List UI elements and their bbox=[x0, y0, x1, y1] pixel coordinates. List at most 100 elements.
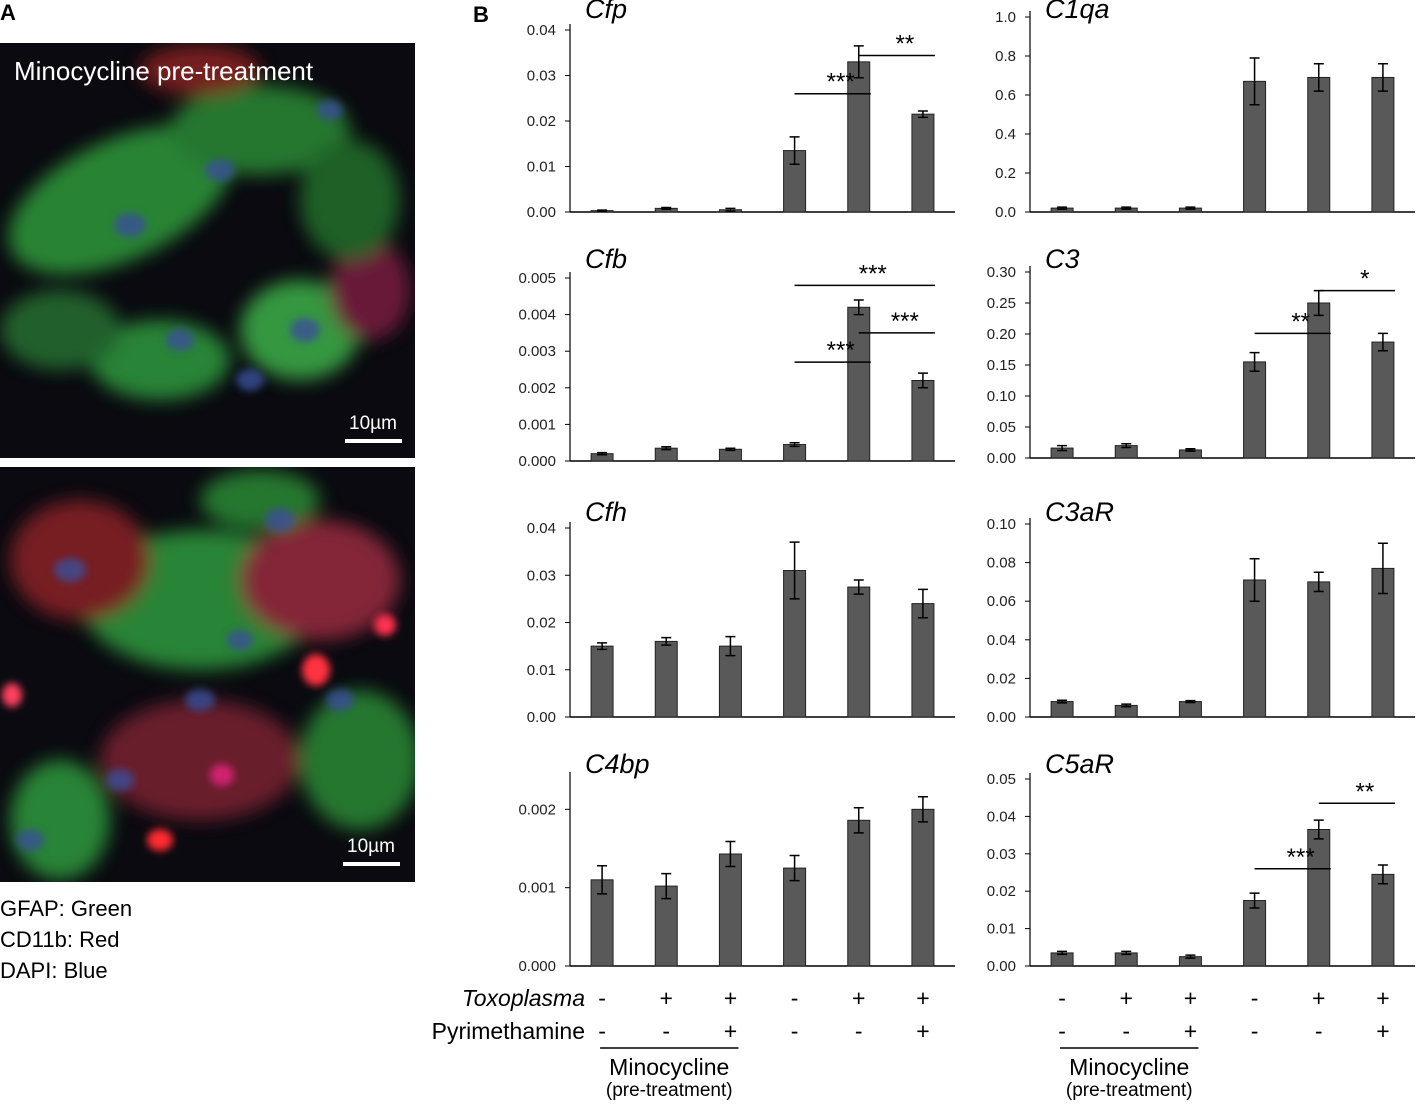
error-bar bbox=[725, 840, 736, 868]
treatment-sign: + bbox=[1376, 1018, 1389, 1044]
treatment-sign: - bbox=[598, 1018, 606, 1044]
bar bbox=[654, 640, 678, 718]
treatment-sign: + bbox=[660, 985, 673, 1011]
y-tick-label: 0.001 bbox=[518, 416, 556, 433]
treatment-sign: - bbox=[598, 985, 606, 1011]
error-bar bbox=[1249, 892, 1260, 909]
bar bbox=[911, 113, 935, 213]
y-tick-label: 0.004 bbox=[518, 307, 556, 324]
error-bar bbox=[853, 579, 864, 595]
bar bbox=[1243, 361, 1267, 459]
treatment-sign: + bbox=[1376, 985, 1389, 1011]
y-tick-label: 0.08 bbox=[987, 555, 1016, 572]
bar bbox=[718, 645, 742, 718]
treatment-sign: - bbox=[855, 1018, 863, 1044]
error-bar bbox=[917, 110, 928, 119]
bar bbox=[718, 853, 742, 967]
stain-legend: DAPI: Blue bbox=[0, 958, 108, 983]
bar bbox=[783, 867, 807, 967]
error-bar bbox=[1185, 206, 1196, 210]
y-tick-label: 0.001 bbox=[518, 880, 556, 897]
y-tick-label: 0.0 bbox=[995, 204, 1016, 221]
error-bar bbox=[1185, 699, 1196, 704]
y-tick-label: 0.6 bbox=[995, 87, 1016, 104]
y-tick-label: 1.0 bbox=[995, 9, 1016, 26]
bar bbox=[1307, 302, 1331, 459]
y-tick-label: 0.003 bbox=[518, 343, 556, 360]
significance-label: *** bbox=[827, 69, 855, 96]
treatment-sign: - bbox=[791, 985, 799, 1011]
group-note: (pre-treatment) bbox=[606, 1080, 733, 1101]
significance-label: *** bbox=[827, 337, 855, 364]
bar bbox=[1371, 76, 1395, 213]
error-bar bbox=[661, 445, 672, 451]
treatment-sign: + bbox=[852, 985, 865, 1011]
error-bar bbox=[1377, 63, 1388, 92]
treatment-sign: + bbox=[916, 985, 929, 1011]
group-label: Minocycline bbox=[609, 1054, 729, 1080]
group-label: Minocycline bbox=[1069, 1054, 1189, 1080]
error-bar bbox=[1121, 950, 1132, 956]
error-bar bbox=[789, 136, 800, 165]
y-tick-label: 0.002 bbox=[518, 801, 556, 818]
y-tick-label: 0.04 bbox=[527, 22, 556, 39]
error-bar bbox=[725, 207, 736, 212]
error-bar bbox=[1121, 703, 1132, 708]
bar bbox=[1371, 341, 1395, 459]
y-tick-label: 0.25 bbox=[987, 295, 1016, 312]
chart-title: Cfb bbox=[585, 244, 627, 274]
y-tick-label: 0.02 bbox=[527, 113, 556, 130]
error-bar bbox=[1057, 444, 1068, 452]
y-tick-label: 0.000 bbox=[518, 958, 556, 975]
panel-label: A bbox=[0, 0, 16, 25]
error-bar bbox=[789, 441, 800, 448]
y-tick-label: 0.00 bbox=[527, 709, 556, 726]
bar bbox=[847, 586, 871, 718]
y-tick-label: 0.05 bbox=[987, 771, 1016, 788]
y-tick-label: 0.04 bbox=[527, 520, 556, 537]
treatment-sign: + bbox=[1184, 1018, 1197, 1044]
treatment-sign: - bbox=[662, 1018, 670, 1044]
error-bar bbox=[1121, 442, 1132, 449]
stain-legend: GFAP: Green bbox=[0, 896, 132, 921]
error-bar bbox=[725, 447, 736, 452]
panel-label: B bbox=[473, 2, 489, 27]
error-bar bbox=[1377, 542, 1388, 595]
treatment-sign: - bbox=[1251, 985, 1259, 1011]
y-tick-label: 0.01 bbox=[527, 159, 556, 176]
treatment-sign: - bbox=[1058, 1018, 1066, 1044]
y-tick-label: 0.02 bbox=[987, 883, 1016, 900]
y-tick-label: 0.02 bbox=[987, 670, 1016, 687]
error-bar bbox=[1313, 571, 1324, 593]
treatment-sign: + bbox=[724, 1018, 737, 1044]
error-bar bbox=[917, 588, 928, 619]
significance-label: * bbox=[1360, 266, 1369, 293]
significance-label: ** bbox=[1291, 308, 1310, 335]
treatment-name: Toxoplasma bbox=[462, 985, 585, 1011]
bar bbox=[1050, 701, 1074, 718]
treatment-sign: - bbox=[1058, 985, 1066, 1011]
micrograph bbox=[0, 43, 415, 458]
error-bar bbox=[1377, 332, 1388, 352]
group-note: (pre-treatment) bbox=[1066, 1080, 1193, 1101]
error-bar bbox=[1249, 57, 1260, 106]
bar bbox=[590, 645, 614, 718]
error-bar bbox=[661, 206, 672, 211]
error-bar bbox=[661, 636, 672, 646]
y-tick-label: 0.00 bbox=[987, 450, 1016, 467]
error-bar bbox=[597, 642, 608, 651]
y-tick-label: 0.03 bbox=[987, 846, 1016, 863]
y-tick-label: 0.20 bbox=[987, 326, 1016, 343]
y-tick-label: 0.8 bbox=[995, 48, 1016, 65]
treatment-sign: + bbox=[1184, 985, 1197, 1011]
error-bar bbox=[597, 864, 608, 895]
stain-legend: CD11b: Red bbox=[0, 927, 119, 952]
y-tick-label: 0.00 bbox=[527, 204, 556, 221]
y-tick-label: 0.002 bbox=[518, 380, 556, 397]
error-bar bbox=[725, 635, 736, 657]
y-tick-label: 0.000 bbox=[518, 453, 556, 470]
error-bar bbox=[1377, 864, 1388, 885]
y-tick-label: 0.00 bbox=[987, 958, 1016, 975]
treatment-sign: - bbox=[791, 1018, 799, 1044]
